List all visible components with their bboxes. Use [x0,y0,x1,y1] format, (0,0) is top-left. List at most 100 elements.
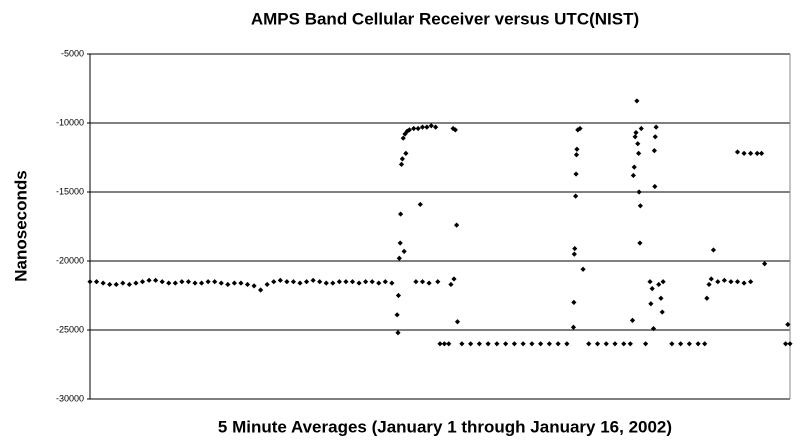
point [205,279,211,285]
point [336,279,342,285]
point [721,277,727,283]
point [741,280,747,286]
point [476,341,482,347]
point [146,277,152,283]
point [637,203,643,209]
point [494,341,500,347]
point [656,281,662,288]
point [323,280,329,286]
point [621,341,627,347]
point [634,98,640,104]
point [636,189,642,195]
point [389,280,395,286]
point [395,292,402,299]
point [649,286,655,292]
point [686,341,692,347]
point [754,150,760,156]
point [363,279,369,285]
point [397,240,403,246]
y-tick-label: -25000 [56,324,84,334]
point [428,123,434,129]
point [715,279,721,285]
point [238,280,244,286]
point [244,281,251,288]
point [212,279,218,285]
point [271,279,277,285]
point [734,279,741,285]
point [695,341,701,347]
point [586,341,592,347]
point [185,279,192,285]
point [258,287,264,293]
point [787,341,793,347]
point [93,279,100,285]
point [529,341,535,347]
point [446,341,452,347]
point [419,279,426,285]
point [395,330,401,336]
point [400,135,406,141]
point [396,255,402,261]
point [741,150,747,156]
point [577,125,583,132]
point [570,324,577,330]
point [159,279,165,285]
point [413,279,419,285]
point [192,280,198,286]
point [406,127,412,133]
point [678,341,684,347]
point [468,341,474,347]
y-tick-label: -10000 [56,117,84,127]
point [555,341,561,347]
point [647,279,653,285]
point [448,281,454,288]
point [419,124,426,130]
point [635,141,641,147]
point [643,341,649,347]
point [708,276,714,282]
point [153,277,159,283]
point [454,222,460,228]
point [107,281,113,288]
chart-title: AMPS Band Cellular Receiver versus UTC(N… [251,9,639,28]
point [415,125,421,132]
point [627,341,633,347]
point [758,150,765,156]
point [424,124,430,130]
y-tick-label: -30000 [56,393,84,403]
point [198,280,205,286]
point [435,279,441,285]
point [113,281,119,288]
point [426,280,432,286]
point [218,280,224,286]
point [454,319,461,325]
point [401,248,407,254]
point [503,341,509,347]
point [231,280,237,286]
point [411,125,417,132]
point [133,280,139,286]
point [399,156,405,162]
point [785,321,791,328]
point [573,171,579,177]
y-tick-label: -20000 [56,255,84,265]
x-axis-label: 5 Minute Averages (January 1 through Jan… [218,417,672,436]
point [126,281,132,288]
point [632,134,638,140]
point [251,283,257,289]
point [538,341,544,347]
point [398,161,405,167]
point [652,183,658,190]
point [417,201,423,208]
point [120,280,126,286]
point [100,280,106,286]
point [376,280,382,286]
point [728,279,734,285]
point [369,279,375,285]
point [636,150,642,156]
point [669,341,675,347]
point [172,280,178,286]
point [264,281,270,288]
point [748,150,754,156]
